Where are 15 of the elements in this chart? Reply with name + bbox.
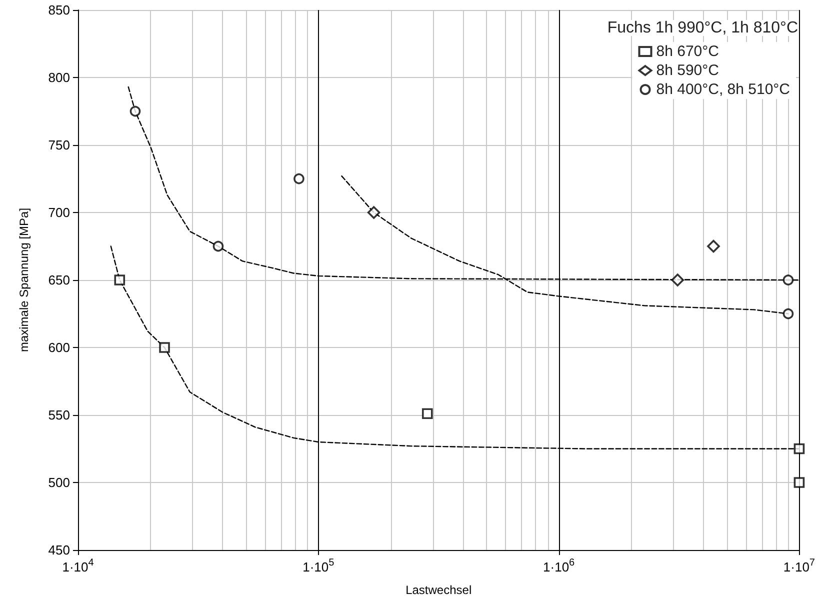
legend-label: 8h 400°C, 8h 510°C (656, 81, 790, 98)
legend-label: 8h 670°C (656, 43, 720, 60)
y-axis-title: maximale Spannung [MPa] (17, 208, 31, 352)
y-tick-label: 500 (48, 475, 70, 490)
y-tick-label: 750 (48, 138, 70, 152)
y-tick-label: 800 (48, 70, 70, 85)
y-tick-label: 700 (48, 205, 70, 220)
x-axis-title: Lastwechsel (406, 583, 472, 597)
legend-label: 8h 590°C (656, 62, 720, 79)
legend-title: Fuchs 1h 990°C, 1h 810°C (607, 20, 798, 36)
y-tick-label: 850 (48, 2, 70, 18)
y-tick-label: 550 (48, 408, 70, 422)
y-tick-label: 650 (48, 272, 70, 288)
y-tick-label: 600 (48, 340, 70, 355)
y-tick-label: 450 (48, 542, 70, 558)
